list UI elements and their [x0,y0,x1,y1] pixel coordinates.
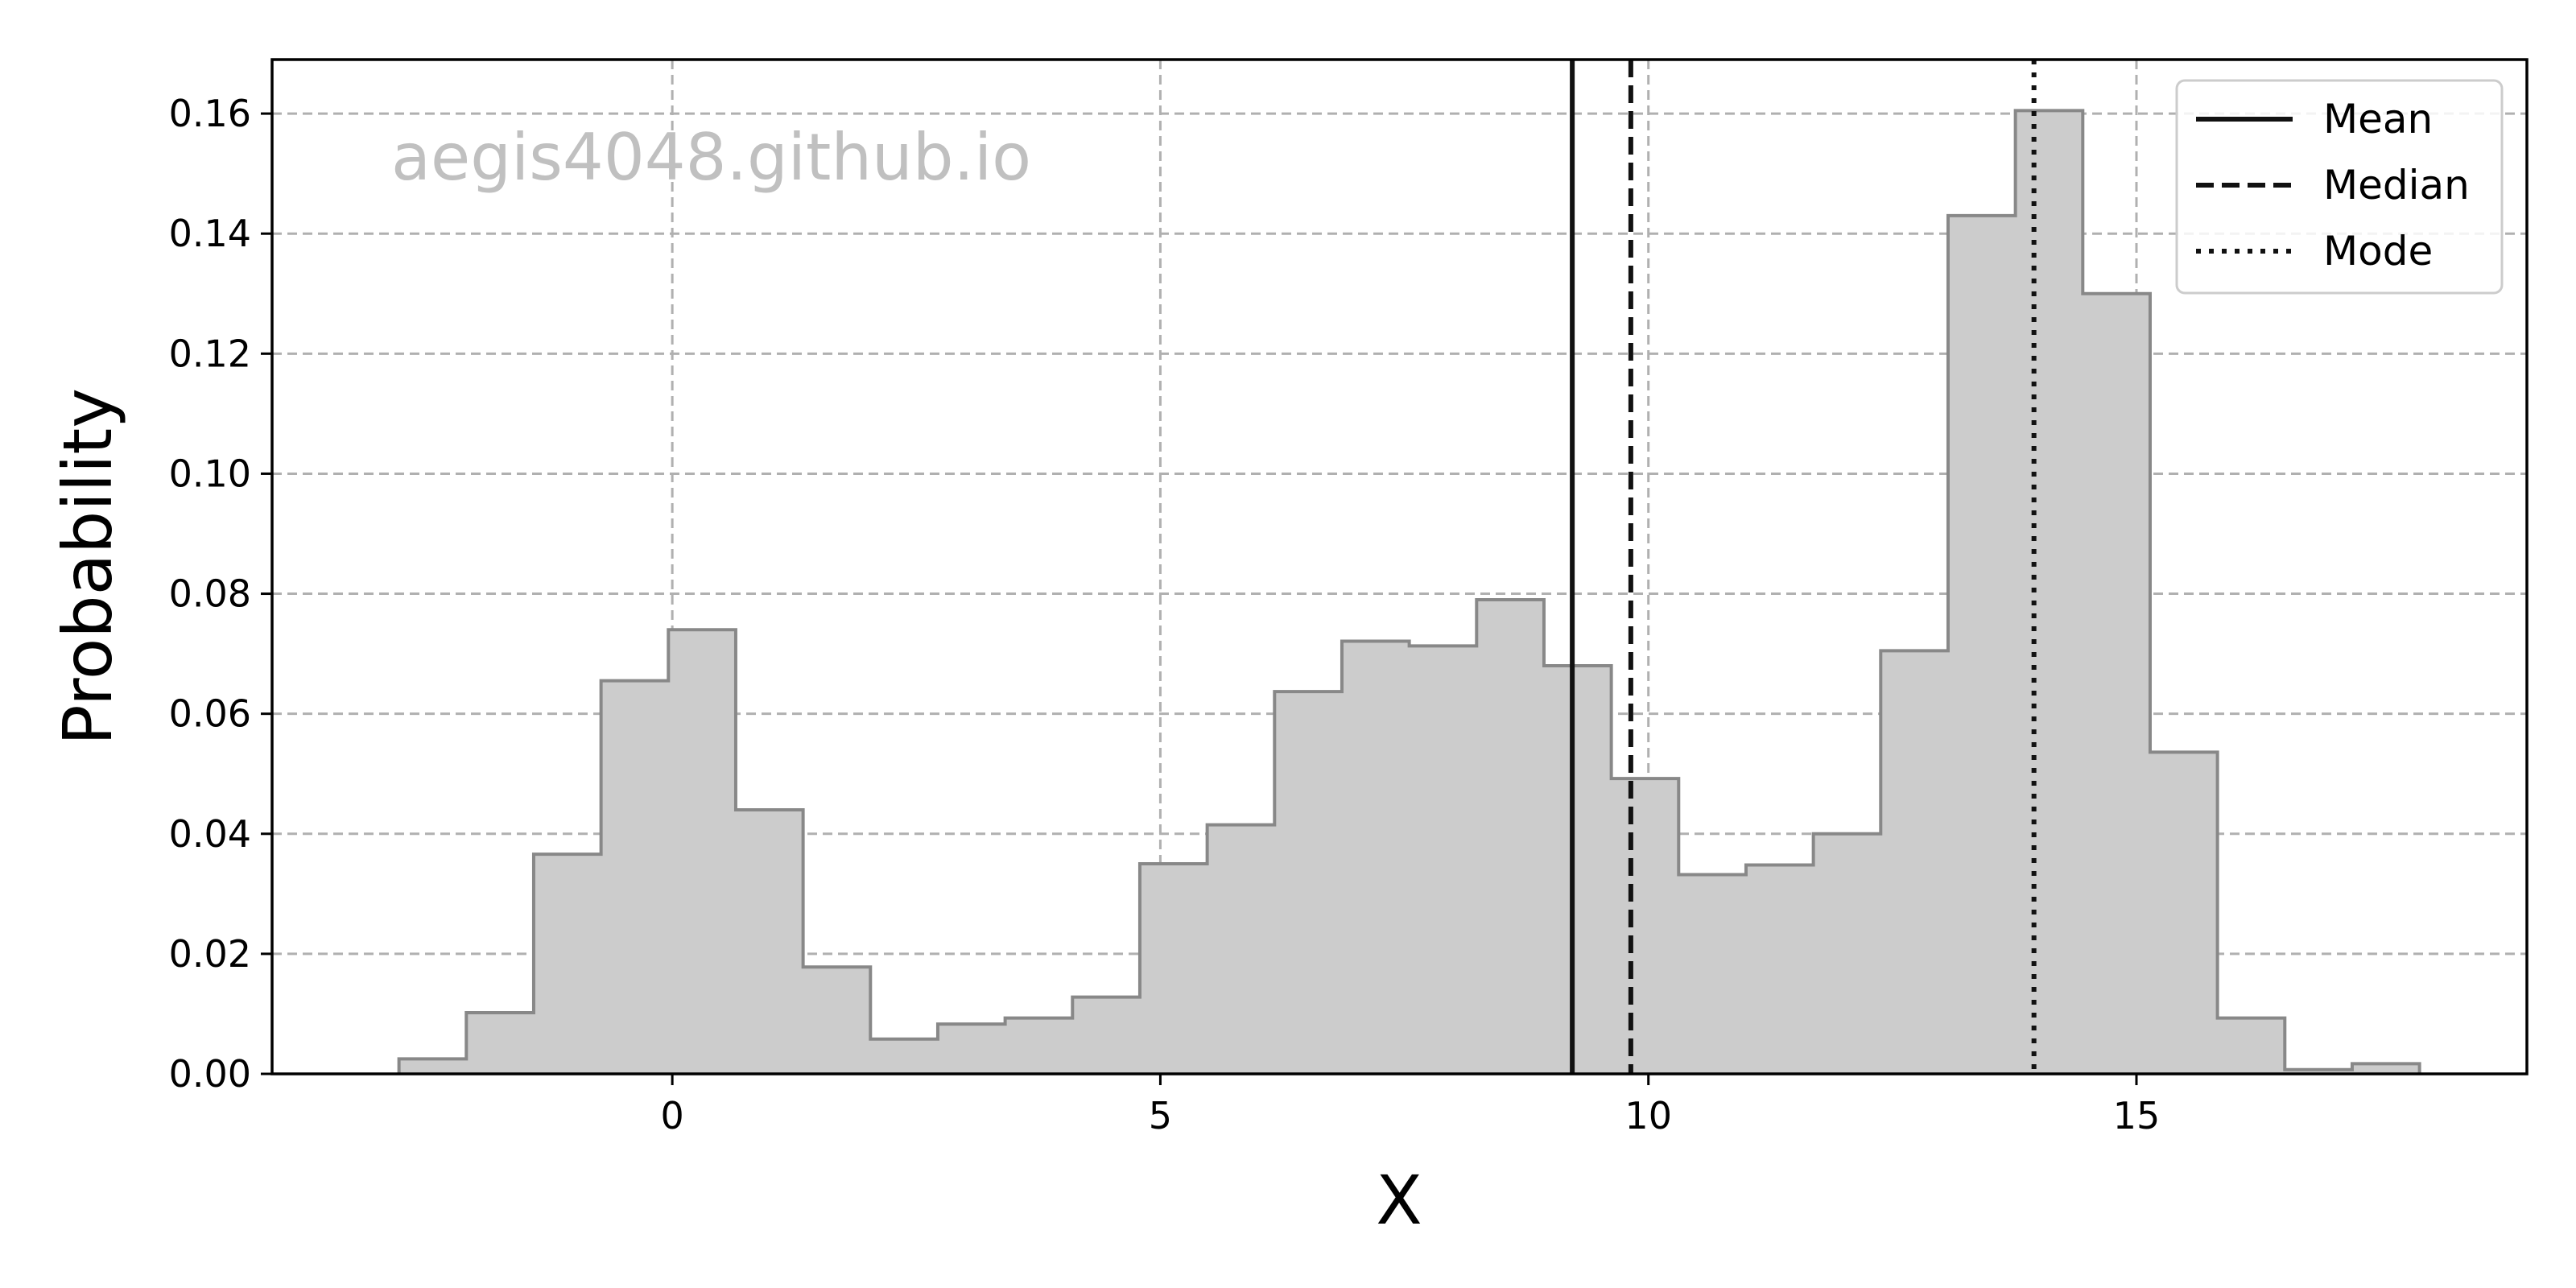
y-tick-label: 0.02 [169,932,251,976]
histogram-outline [397,109,2421,1074]
statistic-lines [1570,60,2037,1074]
legend-label: Mode [2323,228,2433,275]
legend-label: Mean [2323,96,2433,142]
histogram-bar [1543,666,1612,1074]
x-tick-label: 5 [1149,1094,1172,1137]
y-tick-label: 0.16 [169,92,251,135]
y-tick-label: 0.12 [169,332,251,375]
x-tick-label: 15 [2113,1094,2161,1137]
histogram-bar [1139,864,1208,1074]
legend: Mean Median Mode [2175,79,2504,295]
histogram-bar [2083,293,2151,1074]
histogram-bar [2149,752,2219,1074]
histogram-bar [735,809,804,1074]
histogram-bar [1005,1018,1073,1074]
x-axis-label: X [1376,1161,1422,1240]
histogram-bar [1072,997,1141,1074]
x-tick-label: 0 [661,1094,684,1137]
histogram-bar [803,967,871,1074]
legend-label: Median [2323,162,2470,208]
histogram-bar [601,680,669,1074]
histogram-bar [1274,691,1343,1074]
x-tick-label: 10 [1624,1094,1672,1137]
histogram-bar [1813,833,1881,1074]
axis-ticks: 0 5 10 15 0.00 0.02 0.04 0.06 0.08 0.10 0.12 0.14 0.… [169,92,2161,1137]
histogram-bar [1409,646,1477,1074]
histogram-bar [533,854,602,1074]
histogram-bars [397,109,2421,1074]
y-tick-label: 0.00 [169,1052,251,1096]
watermark-text: aegis4048.github.io [391,120,1031,195]
legend-box [2175,79,2504,295]
histogram-bar [937,1024,1006,1074]
plot-frame [270,58,2529,1075]
y-tick-label: 0.06 [169,692,251,736]
histogram-bar [1341,641,1410,1074]
y-tick-label: 0.08 [169,572,251,616]
histogram-bar [870,1038,939,1074]
histogram-bar [1880,650,1949,1074]
y-axis-label: Probability [48,388,127,745]
histogram-bar [2217,1018,2285,1074]
histogram-bar [2015,110,2083,1074]
histogram-bar [1947,215,2017,1074]
histogram-bar [1678,874,1747,1074]
histogram-bar [466,1012,535,1074]
y-tick-label: 0.04 [169,812,251,856]
histogram-bar [398,1059,467,1074]
y-tick-label: 0.14 [169,212,251,255]
histogram-bar [2351,1063,2421,1074]
y-tick-label: 0.10 [169,452,251,495]
histogram-bar [1745,865,1814,1074]
histogram-bar [1476,600,1545,1074]
histogram-bar [668,630,737,1074]
histogram-bar [1207,824,1275,1074]
histogram-bar [1611,778,1679,1074]
histogram-bar [2285,1069,2353,1074]
